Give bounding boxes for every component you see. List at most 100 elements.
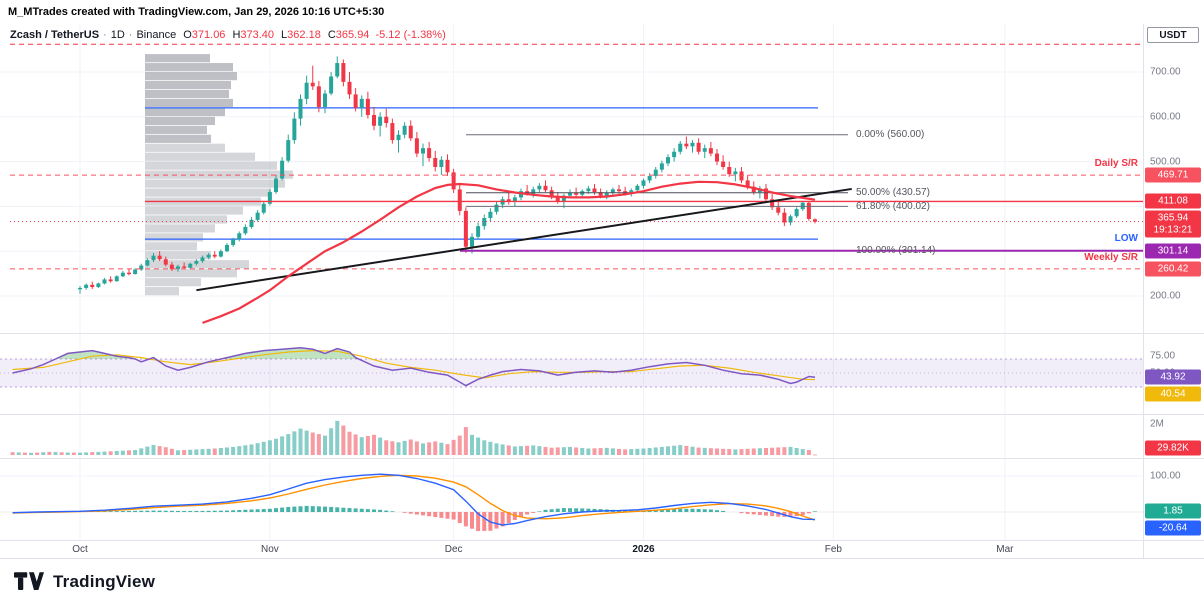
volume-bar — [157, 446, 162, 455]
volume-bar — [120, 450, 125, 455]
trendline[interactable] — [196, 187, 852, 292]
candle-body — [512, 197, 517, 202]
macd-histogram-bar — [708, 509, 713, 512]
price-label-1.85[interactable]: 1.85 — [1145, 503, 1201, 519]
interval-label[interactable]: 1D — [110, 29, 125, 41]
macd-histogram-bar — [176, 510, 180, 512]
brand-name[interactable]: TradingView — [53, 572, 156, 591]
macd-histogram-bar — [806, 512, 811, 514]
symbol-name[interactable]: Zcash / TetherUS — [10, 29, 100, 41]
macd-histogram-bar — [690, 508, 695, 512]
time-label-2026: 2026 — [632, 544, 655, 555]
macd-histogram-bar — [353, 508, 358, 512]
candle-body — [316, 86, 321, 107]
candle-body — [647, 175, 652, 181]
macd-histogram-bar — [421, 512, 425, 516]
volume-profile-bar — [145, 260, 249, 269]
candle-body — [384, 116, 389, 124]
price-label-260.42[interactable]: 260.42 — [1145, 261, 1201, 277]
macd-histogram-bar — [237, 510, 242, 512]
volume-bar — [635, 448, 640, 455]
price-label-365.94[interactable]: 365.94 19:13:21 — [1145, 210, 1201, 238]
volume-bar — [617, 448, 621, 455]
time-label-Nov: Nov — [260, 544, 279, 555]
price-label-29.82K[interactable]: 29.82K — [1145, 440, 1201, 456]
candle-body — [145, 260, 150, 266]
exchange-label[interactable]: Binance — [136, 29, 177, 41]
volume-bar — [414, 441, 419, 455]
candle-body — [470, 236, 474, 247]
watermark-text: M_MTrades created with TradingView.com, … — [8, 6, 385, 18]
candle-body — [610, 189, 615, 193]
candle-body — [225, 244, 229, 252]
price-label-40.54[interactable]: 40.54 — [1145, 386, 1201, 402]
macd-histogram-bar — [586, 508, 591, 512]
volume-bar — [353, 434, 358, 455]
open-letter: O — [183, 29, 192, 41]
volume-bar — [78, 452, 82, 455]
volume-bar — [10, 452, 15, 455]
currency-toggle[interactable]: USDT — [1147, 27, 1199, 43]
macd-histogram-bar — [274, 508, 278, 512]
candle-body — [690, 142, 695, 147]
candle-body — [476, 226, 481, 237]
volume-bar — [427, 442, 432, 455]
macd-histogram-bar — [721, 510, 726, 512]
macd-histogram-bar — [292, 506, 297, 512]
price-label-411.08[interactable]: 411.08 — [1145, 193, 1201, 209]
volume-profile-bar — [145, 215, 227, 224]
candle-body — [506, 199, 511, 202]
macd-histogram-bar — [225, 510, 229, 512]
volume-bar — [347, 431, 352, 455]
volume-bar — [757, 448, 762, 455]
macd-histogram-bar — [194, 510, 199, 512]
macd-histogram-bar — [568, 508, 572, 512]
macd-histogram-bar — [751, 512, 756, 515]
candle-body — [372, 115, 376, 126]
candle-body — [243, 227, 248, 234]
volume-bar — [200, 449, 205, 455]
price-label-43.92[interactable]: 43.92 — [1145, 369, 1201, 385]
macd-histogram-bar — [678, 508, 683, 512]
candle-body — [745, 180, 750, 187]
volume-bar — [35, 452, 40, 455]
candle-body — [298, 98, 303, 119]
volume-profile-bar — [145, 98, 233, 108]
volume-bar — [629, 449, 634, 455]
macd-histogram-bar — [200, 510, 205, 512]
macd-histogram-bar — [672, 508, 677, 512]
macd-histogram-bar — [359, 508, 364, 512]
candle-body — [457, 189, 462, 211]
candle-body — [598, 192, 603, 196]
axis-tick-200.00: 200.00 — [1150, 290, 1181, 302]
candle-body — [635, 185, 640, 191]
price-label-301.14[interactable]: 301.14 — [1145, 243, 1201, 259]
price-axis[interactable]: USDT 700.00 600.00 500.00 200.00 469.71 411.0… — [1143, 24, 1204, 558]
macd-histogram-bar — [659, 509, 664, 512]
macd-histogram-bar — [696, 509, 701, 512]
volume-bar — [525, 445, 530, 455]
volume-bar — [243, 445, 248, 455]
volume-bar — [672, 445, 677, 455]
volume-profile-bar — [145, 72, 237, 81]
price-label-469.71[interactable]: 469.71 — [1145, 167, 1201, 183]
volume-bar — [390, 441, 395, 455]
macd-histogram-bar — [561, 508, 566, 512]
macd-histogram-bar — [169, 510, 174, 512]
volume-bar — [574, 447, 579, 455]
volume-bar — [329, 428, 334, 455]
candle-body — [304, 82, 309, 99]
open-value: 371.06 — [191, 29, 226, 41]
candle-body — [347, 81, 352, 95]
volume-profile-bar — [145, 224, 215, 233]
tradingview-logo[interactable] — [14, 570, 44, 594]
volume-bar — [445, 444, 450, 455]
time-label-Dec: Dec — [444, 544, 463, 555]
macd-histogram-bar — [151, 510, 156, 512]
time-axis[interactable]: Oct Nov Dec 2026 Feb Mar — [0, 540, 1204, 558]
volume-bar — [580, 447, 585, 455]
volume-bar — [206, 448, 211, 455]
macd-histogram-bar — [537, 511, 542, 512]
price-label--20.64[interactable]: -20.64 — [1145, 520, 1201, 536]
